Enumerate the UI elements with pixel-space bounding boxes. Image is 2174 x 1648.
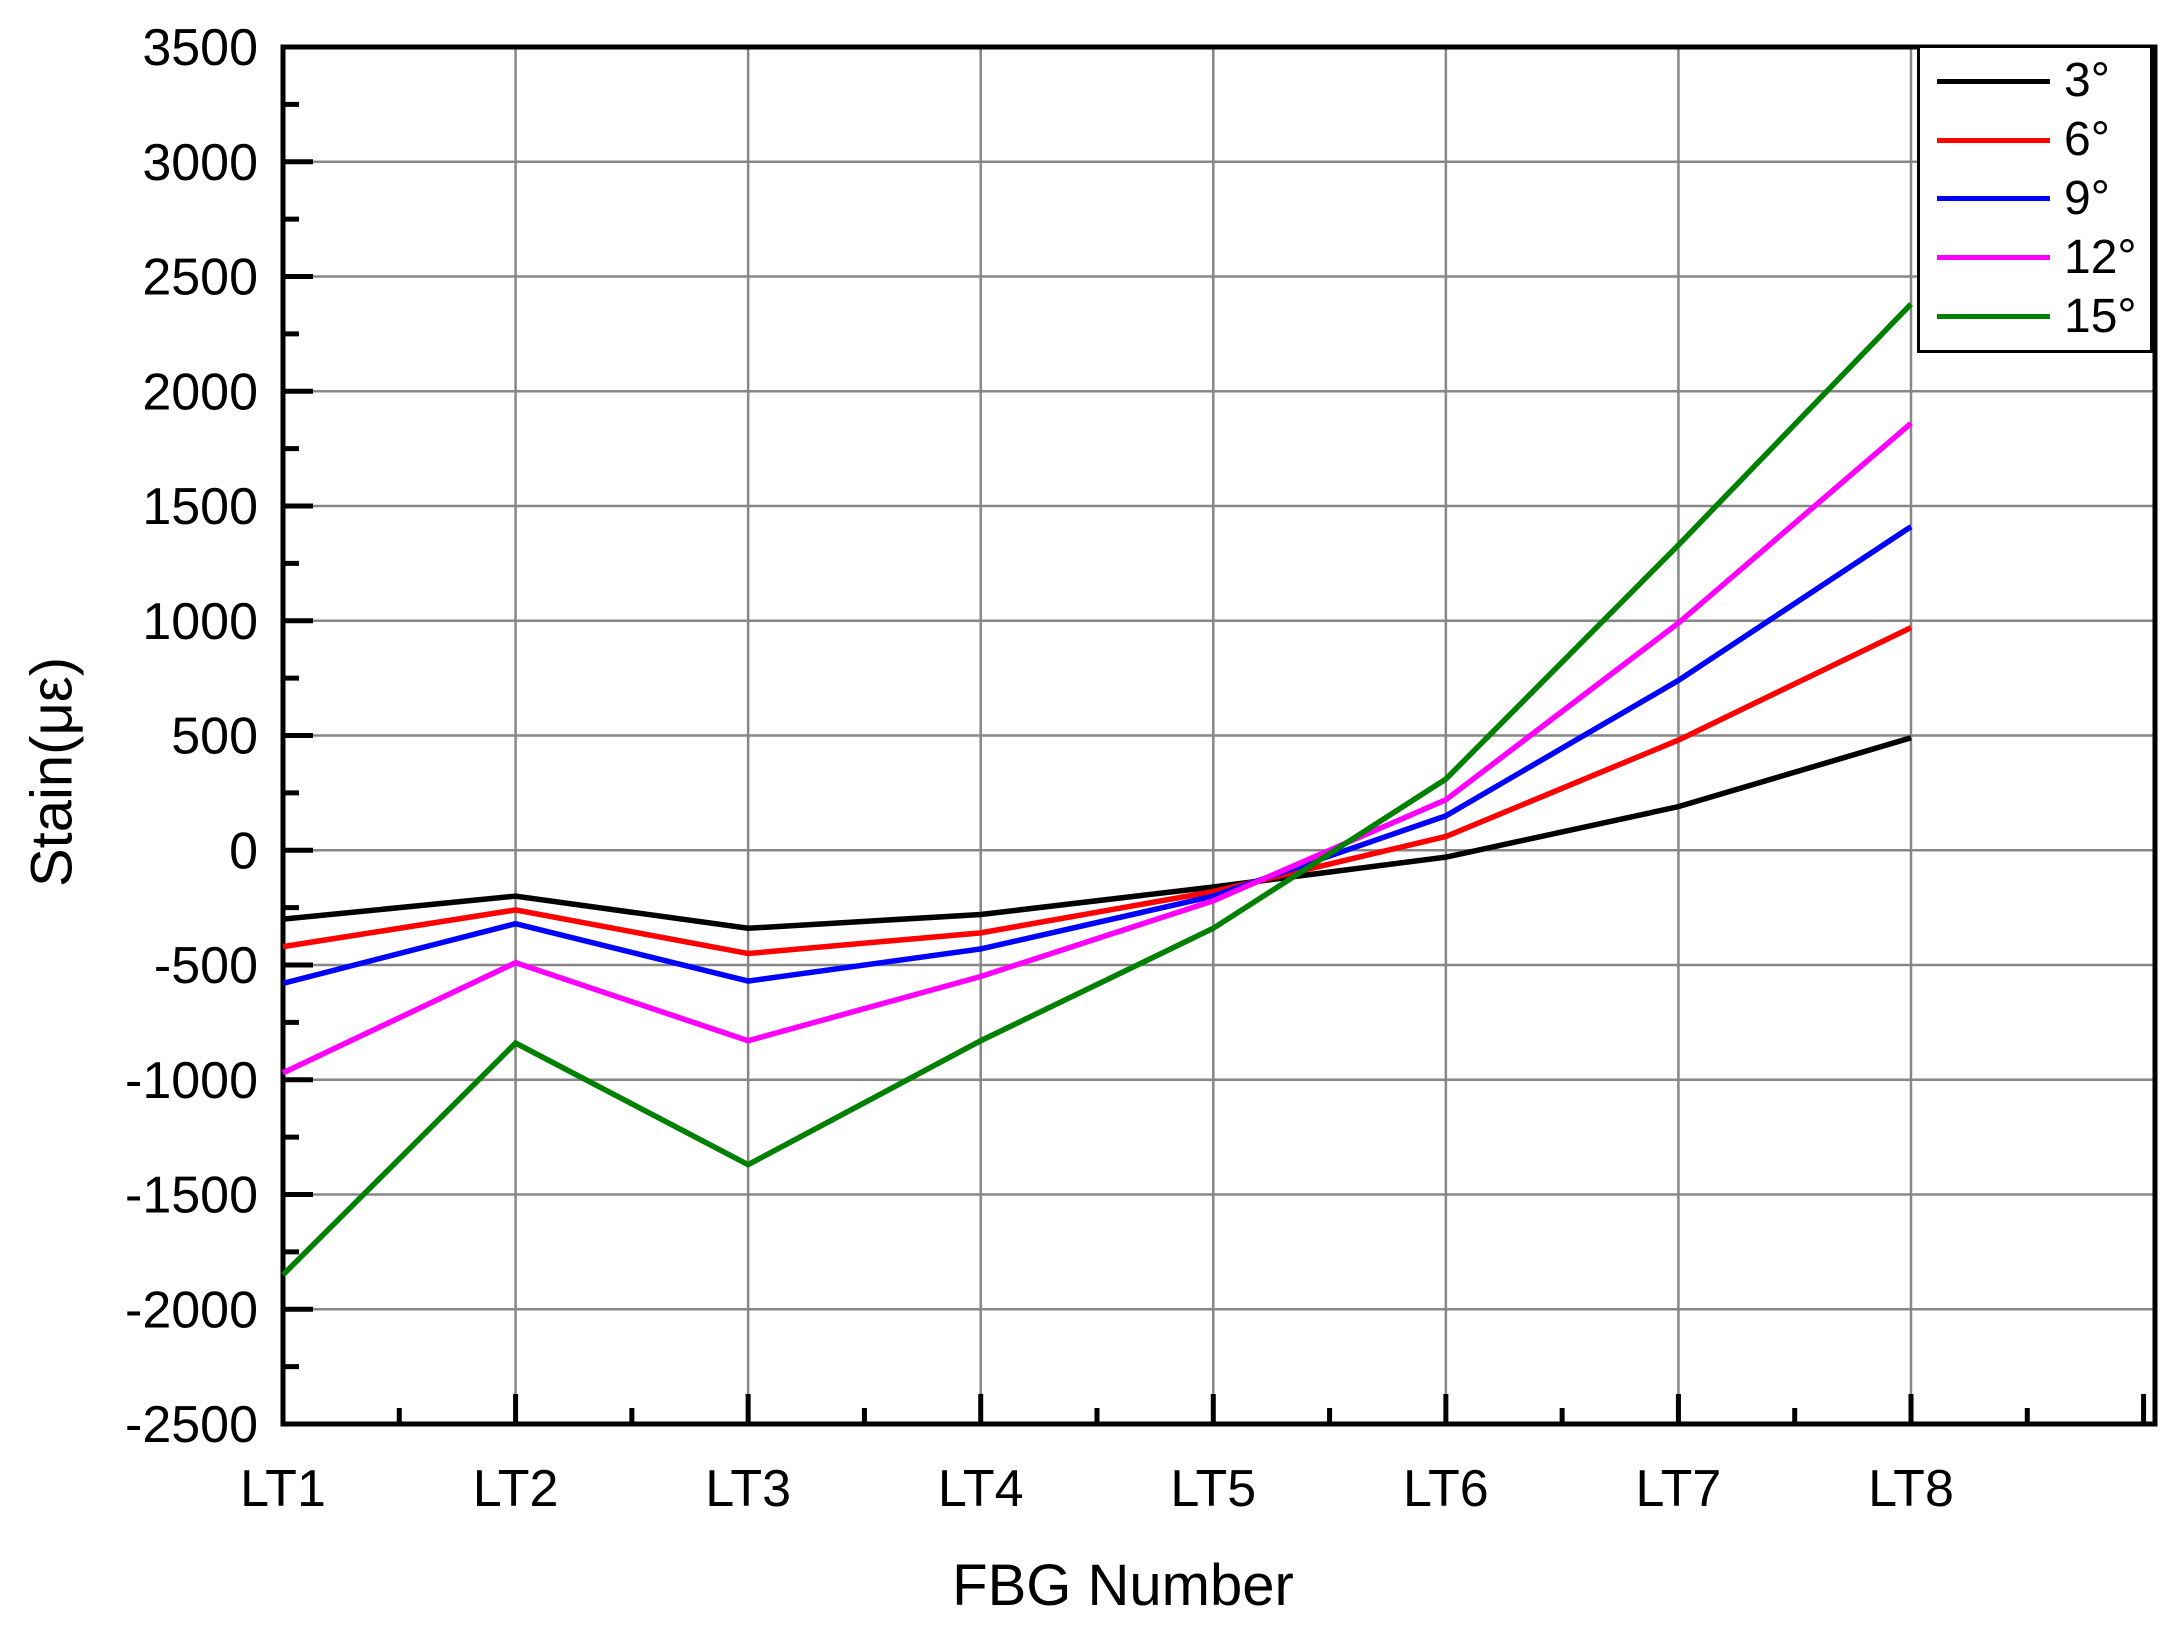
legend-label-6deg: 6° <box>2064 113 2110 167</box>
legend: 3° 6° 9° 12° 15° <box>1917 45 2153 353</box>
legend-item-12deg: 12° <box>1920 230 2150 284</box>
legend-swatch-3deg <box>1937 78 2050 84</box>
legend-item-15deg: 15° <box>1920 289 2150 343</box>
legend-swatch-15deg <box>1937 314 2050 320</box>
gridlines <box>283 47 2155 1424</box>
y-tick-label: -2500 <box>125 1396 258 1454</box>
legend-label-9deg: 9° <box>2064 171 2110 225</box>
x-tick-label: LT1 <box>240 1460 326 1518</box>
y-tick-label: 1000 <box>142 593 258 651</box>
series-line-12deg <box>281 421 1913 1076</box>
x-tick-label: LT3 <box>705 1460 791 1518</box>
x-tick-label: LT2 <box>473 1460 559 1518</box>
y-axis-title: Stain(με) <box>19 656 85 888</box>
legend-label-3deg: 3° <box>2064 54 2110 108</box>
series-line-9deg <box>282 524 1913 987</box>
series-line-3deg <box>282 735 1912 932</box>
y-tick-label: 3500 <box>142 19 258 77</box>
legend-swatch-12deg <box>1937 255 2050 261</box>
y-tick-label: -2000 <box>125 1281 258 1339</box>
y-tick-label: 500 <box>171 708 258 766</box>
y-tick-label: 3000 <box>142 134 258 192</box>
legend-item-9deg: 9° <box>1920 171 2150 225</box>
legend-item-6deg: 6° <box>1920 116 2150 164</box>
y-tick-label: -1500 <box>125 1167 258 1225</box>
y-tick-label: 1500 <box>142 478 258 536</box>
series-line-6deg <box>282 625 1913 957</box>
x-axis-title: FBG Number <box>952 1553 1294 1618</box>
legend-item-3deg: 3° <box>1920 57 2150 105</box>
y-tick-label: -1000 <box>125 1052 258 1110</box>
legend-label-12deg: 12° <box>2064 230 2137 284</box>
legend-swatch-6deg <box>1937 137 2050 143</box>
x-tick-label: LT4 <box>938 1460 1024 1518</box>
y-tick-label: 2000 <box>142 363 258 421</box>
y-tick-label: -500 <box>154 937 258 995</box>
x-tick-label: LT7 <box>1636 1460 1722 1518</box>
legend-label-15deg: 15° <box>2064 289 2137 343</box>
x-tick-label: LT6 <box>1403 1460 1489 1518</box>
y-tick-label: 0 <box>229 822 258 880</box>
series-line-15deg <box>281 302 1913 1277</box>
y-tick-label: 2500 <box>142 249 258 307</box>
legend-swatch-9deg <box>1937 196 2050 202</box>
x-tick-label: LT5 <box>1170 1460 1256 1518</box>
plot-border <box>280 44 2158 1427</box>
axis-ticks <box>280 101 2147 1424</box>
tick-labels: 3500 3000 2500 2000 1500 1000 500 0 -500 -1000 -15… <box>125 19 1954 1518</box>
series-lines <box>281 302 1913 1277</box>
x-tick-label: LT8 <box>1868 1460 1954 1518</box>
